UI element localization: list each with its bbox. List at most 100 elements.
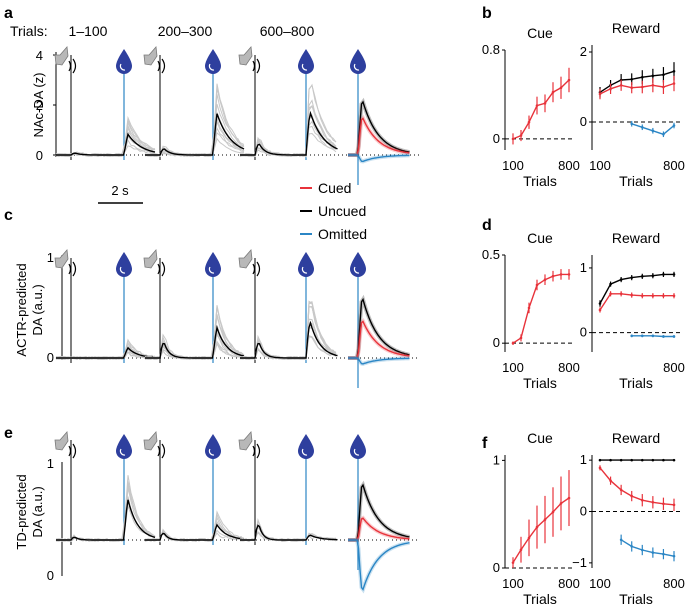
d-reward-xtick-label: 800 xyxy=(663,360,685,375)
f-cue-series-cued xyxy=(512,497,570,563)
panel-label-c: c xyxy=(4,207,13,224)
f-cue-title: Cue xyxy=(527,430,553,446)
legend-omitted: Omitted xyxy=(318,226,367,242)
ylabel-e-line1: TD-predicted xyxy=(14,474,29,549)
d-cue-ytick-label: 0 xyxy=(493,335,500,350)
b-reward-series-cued xyxy=(599,82,675,95)
water-drop-icon xyxy=(115,48,133,75)
row-e-mean-trace xyxy=(240,524,338,541)
row-e-mean-trace xyxy=(145,523,245,541)
speaker-icon xyxy=(238,431,261,459)
row-a-mean-trace xyxy=(56,132,156,156)
b-reward-series-omitted xyxy=(631,123,675,136)
b-cue-xlabel: Trials xyxy=(523,173,557,189)
water-drop-icon xyxy=(204,48,222,75)
b-reward-xlabel: Trials xyxy=(619,173,653,189)
f-cue-ytick-label: 1 xyxy=(493,452,500,467)
row-c-mean-trace xyxy=(56,346,156,359)
speaker-icon xyxy=(54,46,77,74)
d-reward-series-cued xyxy=(599,293,674,311)
d-cue-xtick-label: 100 xyxy=(502,360,524,375)
f-cue-xlabel: Trials xyxy=(523,591,557,607)
row-a-grey-trace xyxy=(239,105,337,157)
row-c-mean-trace xyxy=(145,325,245,359)
d-reward-series-uncued xyxy=(599,273,674,304)
row-a-mean-trace xyxy=(145,113,245,156)
d-cue-series-cued xyxy=(512,273,569,344)
water-drop-icon xyxy=(297,433,315,460)
ytick-a-2: 2 xyxy=(36,98,43,113)
row-a-compare-trace xyxy=(348,154,410,163)
speaker-icon xyxy=(238,249,261,277)
f-cue-xtick-label: 800 xyxy=(558,576,580,591)
d-reward-ytick-label: 0 xyxy=(580,325,587,340)
speaker-icon xyxy=(54,249,77,277)
panel-label-b: b xyxy=(482,5,492,22)
row-c-compare-trace xyxy=(348,320,410,359)
f-cue-xtick-label: 100 xyxy=(502,576,524,591)
d-cue-title: Cue xyxy=(527,230,553,246)
b-reward-xtick-label: 800 xyxy=(663,158,685,173)
water-drop-icon xyxy=(349,433,367,460)
speaker-icon xyxy=(143,46,166,74)
row-c-grey-trace xyxy=(239,326,337,361)
f-reward-series-omitted xyxy=(620,539,675,557)
f-reward-xtick-label: 100 xyxy=(589,576,611,591)
water-drop-icon xyxy=(115,251,133,278)
water-drop-icon xyxy=(349,251,367,278)
d-cue-xtick-label: 800 xyxy=(558,360,580,375)
row-c-mean-trace xyxy=(240,320,338,359)
ytick-c-0: 0 xyxy=(47,350,54,365)
b-cue-title: Cue xyxy=(527,25,553,41)
row-e-band xyxy=(348,538,410,594)
speaker-icon xyxy=(54,431,77,459)
legend-uncued: Uncued xyxy=(318,203,366,219)
row-a-grey-trace xyxy=(239,83,337,158)
trials-group-2: 200–300 xyxy=(158,23,213,39)
trials-group-1: 1–100 xyxy=(69,23,108,39)
b-cue-series-cued xyxy=(512,79,570,140)
b-reward-ytick-label: 0 xyxy=(580,114,587,129)
b-cue-ytick-label: 0.8 xyxy=(482,42,500,57)
d-cue-ytick-label: 0.5 xyxy=(482,247,500,262)
row-c-grey-trace xyxy=(239,306,337,361)
b-reward-ytick-label: 2 xyxy=(580,44,587,59)
panel-label-f: f xyxy=(482,435,488,452)
row-a-mean-trace xyxy=(240,110,338,156)
d-reward-series-omitted xyxy=(631,335,674,338)
b-cue-xtick-label: 800 xyxy=(558,158,580,173)
row-c-grey-trace xyxy=(239,336,337,361)
f-reward-xlabel: Trials xyxy=(619,591,653,607)
ytick-e-1: 1 xyxy=(47,456,54,471)
speaker-icon xyxy=(238,46,261,74)
row-a-grey-trace xyxy=(239,105,337,158)
row-a-grey-trace xyxy=(239,99,337,157)
trace-layer xyxy=(54,46,410,594)
panel-label-d: d xyxy=(482,217,492,234)
ytick-a-4: 4 xyxy=(36,48,43,63)
panel-label-a: a xyxy=(4,5,13,22)
row-c-grey-trace xyxy=(239,321,337,361)
scalebar-label: 2 s xyxy=(111,183,129,198)
b-reward-series-uncued xyxy=(599,70,675,93)
f-reward-xtick-label: 800 xyxy=(663,576,685,591)
ylabel-a: NAc-DA (z) xyxy=(31,73,46,138)
ytick-c-1: 1 xyxy=(47,250,54,265)
f-reward-title: Reward xyxy=(612,430,660,446)
row-a-compare-trace xyxy=(348,117,410,156)
trials-group-3: 600–800 xyxy=(260,23,315,39)
water-drop-icon xyxy=(297,251,315,278)
panel-label-e: e xyxy=(4,425,13,442)
row-c-compare-trace xyxy=(348,357,410,365)
ylabel-c-line1: ACTR-predicted xyxy=(14,263,29,356)
d-reward-xlabel: Trials xyxy=(619,375,653,391)
d-cue-xlabel: Trials xyxy=(523,375,557,391)
b-reward-title: Reward xyxy=(612,20,660,36)
f-reward-ytick-label: 1 xyxy=(580,452,587,467)
f-cue-ytick-label: 0 xyxy=(493,560,500,575)
ytick-e-0: 0 xyxy=(47,568,54,583)
row-e-mean-trace xyxy=(56,499,156,541)
water-drop-icon xyxy=(115,433,133,460)
